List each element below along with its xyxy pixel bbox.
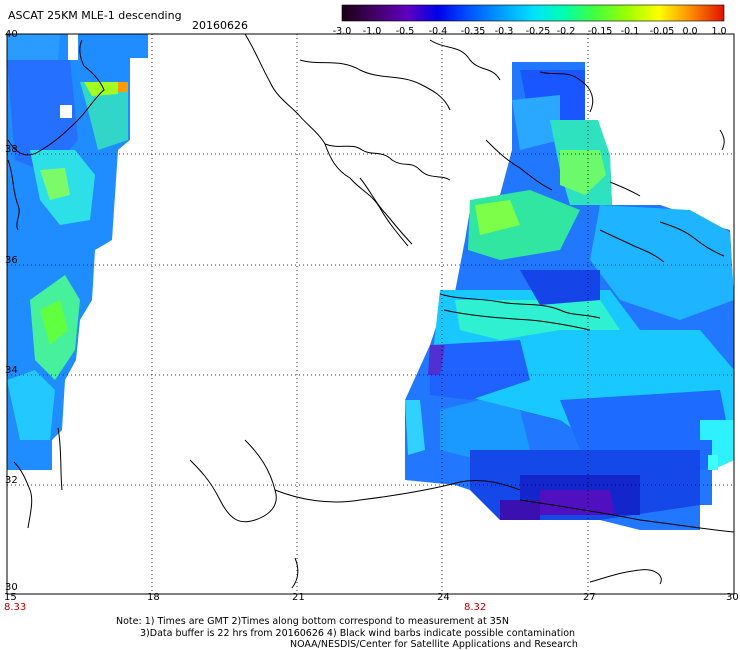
latitude-labels: 40 38 36 34 32 30 — [5, 29, 18, 593]
time-labels: 8.33 8.32 — [4, 602, 486, 613]
colorbar-label: 0.0 — [682, 26, 697, 37]
colorbar-label: -0.4 — [429, 26, 448, 37]
lon-label: 21 — [292, 592, 305, 603]
colorbar-label: -3.0 — [333, 26, 352, 37]
lon-label: 18 — [147, 592, 160, 603]
colorbar-label: -0.25 — [526, 26, 551, 37]
colorbar-label: -0.3 — [495, 26, 514, 37]
colorbar-label: 1.0 — [711, 26, 726, 37]
longitude-labels: 15 18 21 24 27 30 — [4, 592, 739, 603]
lat-label: 40 — [5, 29, 18, 40]
colorbar-label: -0.2 — [557, 26, 576, 37]
footer-note-line-2: 3)Data buffer is 22 hrs from 20160626 4)… — [140, 628, 576, 639]
coastlines — [7, 34, 734, 589]
colorbar-label: -1.0 — [363, 26, 382, 37]
colorbar-label: -0.35 — [461, 26, 486, 37]
colorbar-label: -0.1 — [621, 26, 640, 37]
map-frame — [6, 33, 735, 595]
map-date: 20160626 — [192, 19, 248, 32]
data-swath-west — [7, 34, 148, 470]
lon-label: 27 — [583, 592, 596, 603]
lat-label: 32 — [5, 475, 18, 486]
lat-label: 38 — [5, 144, 18, 155]
time-label: 8.33 — [4, 602, 26, 613]
colorbar-scale — [341, 4, 725, 22]
lat-label: 36 — [5, 255, 18, 266]
lon-label: 24 — [437, 592, 450, 603]
lon-label: 30 — [726, 592, 739, 603]
lon-label: 15 — [4, 592, 17, 603]
graticule — [7, 34, 734, 594]
map-title: ASCAT 25KM MLE-1 descending — [8, 9, 182, 22]
lat-label: 34 — [5, 365, 18, 376]
lat-label: 30 — [5, 582, 18, 593]
colorbar-labels: -3.0 -1.0 -0.5 -0.4 -0.35 -0.3 -0.25 -0.… — [333, 26, 727, 37]
colorbar-label: -0.15 — [588, 26, 613, 37]
colorbar-label: -0.05 — [650, 26, 675, 37]
footer-note-line-1: Note: 1) Times are GMT 2)Times along bot… — [116, 616, 509, 627]
footer-credit: NOAA/NESDIS/Center for Satellite Applica… — [290, 639, 578, 650]
colorbar-label: -0.5 — [396, 26, 415, 37]
data-swath-east — [405, 62, 734, 530]
time-label: 8.32 — [464, 602, 486, 613]
